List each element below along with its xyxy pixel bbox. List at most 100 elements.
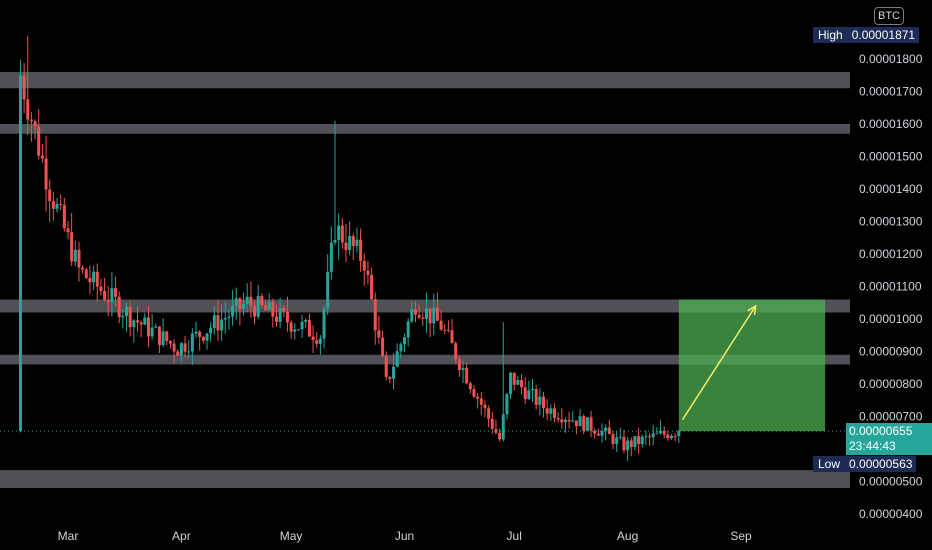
candle xyxy=(666,430,670,441)
price-tick-label: 0.00001100 xyxy=(859,280,922,294)
price-tick-label: 0.00000800 xyxy=(859,377,923,391)
candle xyxy=(66,220,70,240)
candle xyxy=(490,411,494,434)
candle xyxy=(509,371,513,400)
candle xyxy=(260,293,264,309)
candle xyxy=(483,400,487,418)
low-label: Low xyxy=(818,457,841,471)
candle xyxy=(560,408,564,430)
candle xyxy=(381,330,385,358)
candle xyxy=(615,431,619,452)
candle xyxy=(172,339,176,364)
candle xyxy=(311,325,315,354)
candle xyxy=(351,233,355,261)
currency-badge[interactable]: BTC xyxy=(874,7,904,25)
candle xyxy=(121,309,125,329)
time-tick-label: Jul xyxy=(507,529,522,543)
candle xyxy=(289,319,293,340)
target-zone xyxy=(678,299,826,432)
candle xyxy=(494,419,498,434)
candle xyxy=(574,420,578,435)
candle xyxy=(637,427,641,454)
candle xyxy=(267,293,271,311)
candle xyxy=(446,320,450,333)
candle xyxy=(139,320,143,338)
high-price-tag: High 0.00001871 xyxy=(813,27,920,43)
candle xyxy=(227,308,231,330)
candle xyxy=(622,429,626,454)
candle xyxy=(406,318,410,347)
price-tick-label: 0.00000700 xyxy=(859,410,923,424)
candle xyxy=(198,330,202,351)
candle xyxy=(479,392,483,416)
candle xyxy=(304,318,308,329)
candle xyxy=(541,391,545,418)
candle xyxy=(439,310,443,331)
candle xyxy=(212,306,216,335)
candle xyxy=(582,414,586,435)
candle xyxy=(70,212,74,267)
candle xyxy=(344,224,348,263)
candle xyxy=(348,221,352,256)
candle xyxy=(238,297,242,326)
price-tick-label: 0.00000900 xyxy=(859,345,923,359)
price-tick-label: 0.00000400 xyxy=(859,507,923,521)
zone-band xyxy=(0,470,850,488)
candle xyxy=(498,428,502,442)
candle xyxy=(611,430,615,450)
candle xyxy=(578,408,582,427)
support-resistance-zones xyxy=(0,72,850,488)
candle xyxy=(468,381,472,394)
candle xyxy=(220,304,224,342)
candle xyxy=(190,328,194,366)
zone-band xyxy=(0,124,850,134)
candle xyxy=(132,318,136,343)
candle xyxy=(128,300,132,337)
candle xyxy=(216,300,220,341)
candle xyxy=(106,286,110,317)
time-tick-label: Apr xyxy=(172,529,191,543)
projection-arrow xyxy=(681,304,757,421)
candle xyxy=(428,308,432,337)
current-price-value: 0.00000655 xyxy=(849,424,913,438)
candle xyxy=(505,392,509,420)
candle xyxy=(651,424,655,446)
time-axis[interactable]: Mar Apr May Jun Jul Aug Sep xyxy=(58,529,752,543)
candle xyxy=(417,304,421,320)
candle xyxy=(370,267,374,301)
candle xyxy=(307,313,311,337)
candle xyxy=(37,109,41,160)
candle xyxy=(143,313,147,325)
price-axis[interactable]: 0.00000400 0.00000500 0.00000700 0.00000800… xyxy=(859,52,923,521)
candle xyxy=(395,343,399,368)
candle xyxy=(150,313,154,340)
candle xyxy=(472,385,476,399)
candle xyxy=(157,326,161,354)
candle xyxy=(205,332,209,350)
time-tick-label: Aug xyxy=(617,529,638,543)
candle xyxy=(421,312,425,326)
candle xyxy=(326,254,330,316)
candle xyxy=(285,296,289,332)
candle xyxy=(274,304,278,327)
time-tick-label: May xyxy=(280,529,303,543)
candle xyxy=(168,340,172,349)
candle xyxy=(146,305,150,348)
candle xyxy=(549,404,553,421)
candle xyxy=(278,297,282,329)
candle xyxy=(282,305,286,318)
candle xyxy=(26,35,30,136)
candle xyxy=(424,292,428,334)
candle xyxy=(538,388,542,416)
candle xyxy=(413,301,417,323)
candle xyxy=(359,228,363,272)
candle xyxy=(84,267,88,279)
candle xyxy=(633,436,637,451)
candle xyxy=(176,349,180,356)
candle xyxy=(73,240,77,267)
candle xyxy=(296,328,300,331)
candle xyxy=(593,427,597,439)
candle xyxy=(563,417,567,433)
candle xyxy=(604,424,608,441)
